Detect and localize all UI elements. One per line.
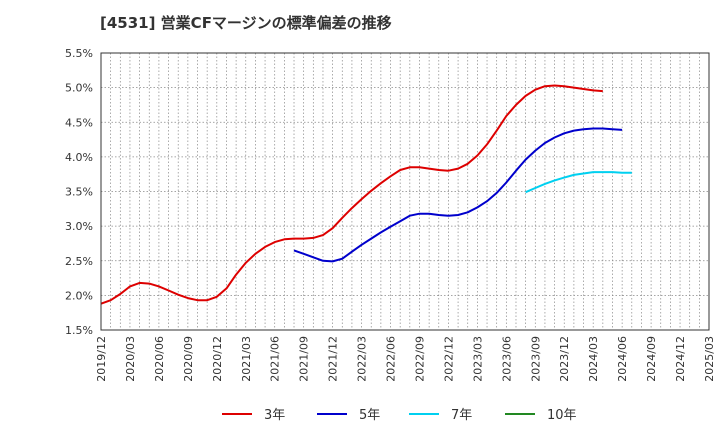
x-tick-label: 2023/12 [558,336,571,382]
x-tick-label: 2024/12 [674,336,687,382]
y-tick-label: 5.0% [65,82,93,95]
x-tick-label: 2023/06 [500,336,513,382]
x-tick-label: 2021/12 [327,336,340,382]
x-tick-label: 2020/12 [211,336,224,382]
x-tick-label: 2022/03 [356,336,369,382]
x-tick-label: 2022/12 [442,336,455,382]
legend-label-3: 10年 [547,408,577,423]
legend-label-0: 3年 [264,408,285,423]
y-tick-label: 4.5% [65,116,93,129]
x-tick-label: 2023/09 [529,336,542,382]
x-tick-label: 2019/12 [95,336,108,382]
legend-label-1: 5年 [359,408,380,423]
x-tick-label: 2022/09 [413,336,426,382]
y-tick-label: 4.0% [65,151,93,164]
x-tick-label: 2021/06 [269,336,282,382]
y-tick-label: 1.5% [65,324,93,337]
series-layer [100,84,632,305]
legend: 3年 5年 7年 10年 [222,408,577,423]
series-line-2 [525,171,632,194]
x-tick-label: 2021/03 [240,336,253,382]
y-tick-label: 5.5% [65,47,93,60]
grid-lines [101,53,709,330]
y-axis-ticks: 1.5% 2.0% 2.5% 3.0% 3.5% 4.0% 4.5% 5.0% 5.5% [65,47,93,337]
x-tick-label: 2022/06 [385,336,398,382]
x-tick-label: 2024/03 [587,336,600,382]
x-tick-label: 2025/03 [703,336,716,382]
x-tick-label: 2020/09 [182,336,195,382]
x-tick-label: 2021/09 [298,336,311,382]
x-tick-label: 2020/06 [153,336,166,382]
y-tick-label: 3.5% [65,186,93,199]
plot-area [101,53,709,330]
y-tick-label: 2.5% [65,255,93,268]
series-line-1 [293,127,623,263]
series-line-0 [100,84,603,305]
x-tick-label: 2023/03 [471,336,484,382]
legend-label-2: 7年 [451,408,472,423]
x-tick-label: 2020/03 [124,336,137,382]
x-tick-label: 2024/09 [645,336,658,382]
chart-title: [4531] 営業CFマージンの標準偏差の推移 [100,14,392,32]
x-axis-ticks: 2019/12 2020/03 2020/06 2020/09 2020/12 2021/… [95,336,716,382]
plot-border [100,52,710,331]
y-tick-label: 2.0% [65,289,93,302]
x-tick-label: 2024/06 [616,336,629,382]
y-tick-label: 3.0% [65,220,93,233]
